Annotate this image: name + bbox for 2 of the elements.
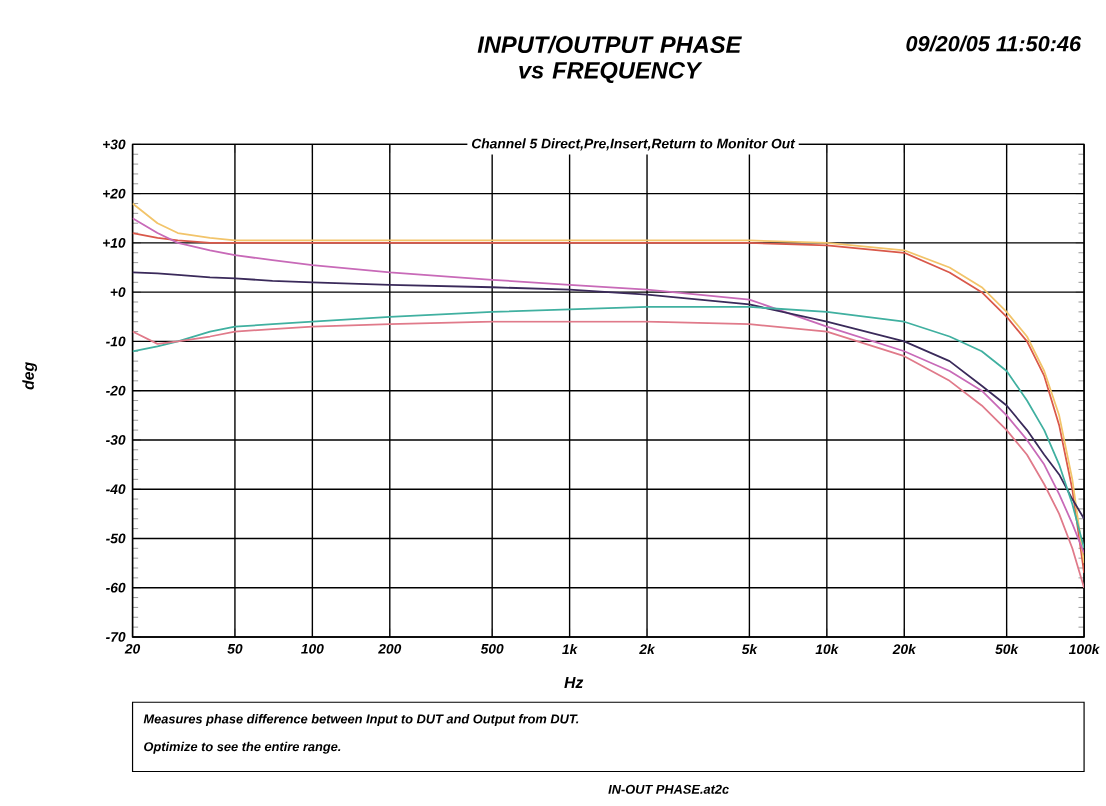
chart-title: INPUT/OUTPUT PHASE vs FREQUENCY — [477, 36, 742, 84]
text: 09/20/05 11:50:46 — [906, 35, 1082, 53]
